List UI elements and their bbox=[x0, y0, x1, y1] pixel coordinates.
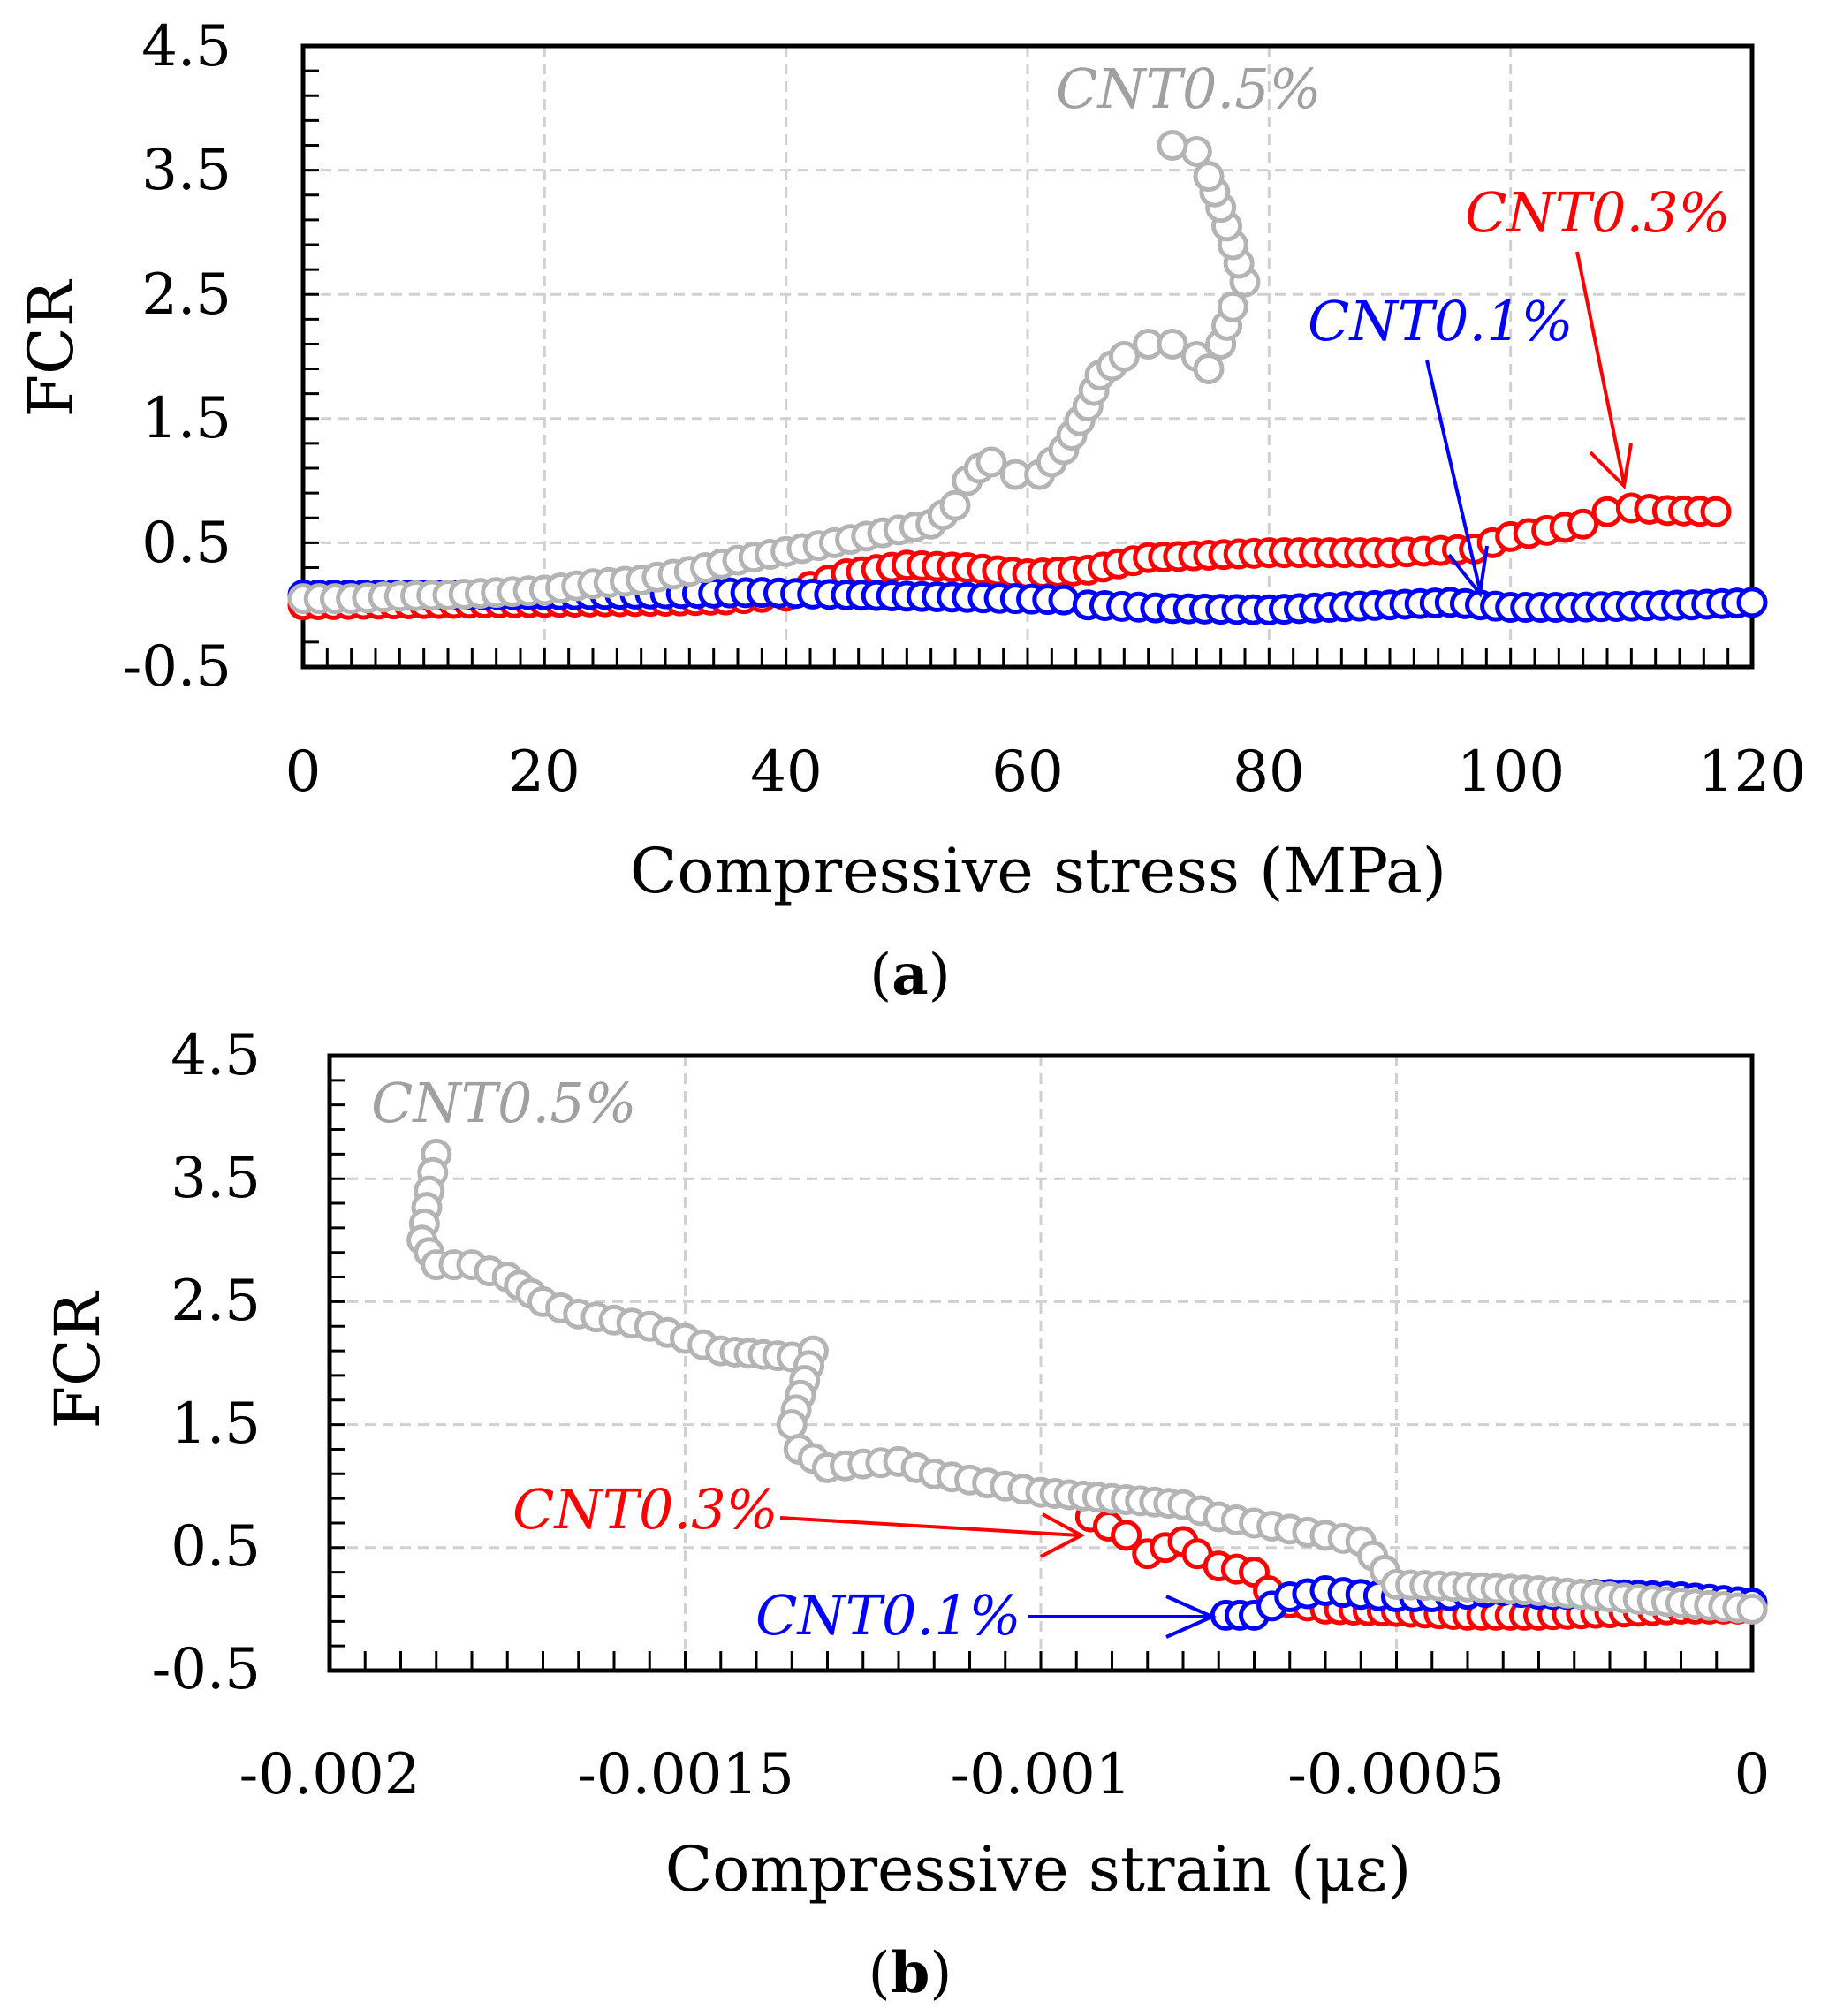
annotation-arrowhead-cnt03-a bbox=[1589, 443, 1633, 490]
data-point bbox=[776, 1409, 808, 1441]
annotation-arrowhead-cnt01-b bbox=[1165, 1595, 1217, 1639]
y-axis-title-a: FCR bbox=[15, 278, 87, 417]
annotation-cnt01-a: CNT0.1% bbox=[1308, 289, 1574, 353]
x-tick-label: 100 bbox=[1457, 739, 1565, 805]
annotation-cnt01-b: CNT0.1% bbox=[755, 1583, 1021, 1648]
data-point bbox=[1108, 341, 1140, 372]
panel-b: -0.002 -0.0015 -0.001 -0.0005 0 -0.5 0.5… bbox=[42, 1023, 1770, 2006]
x-tick-label: -0.0005 bbox=[1287, 1742, 1505, 1808]
y-tick-label: 0.5 bbox=[141, 511, 231, 576]
annotation-arrow-cnt01-a bbox=[1425, 360, 1482, 591]
x-tick-label: 0 bbox=[1734, 1742, 1771, 1808]
panel-a: 0 20 40 60 80 100 120 -0.5 0.5 1.5 2.5 3… bbox=[15, 14, 1806, 1008]
annotation-cnt05-a: CNT0.5% bbox=[1056, 57, 1322, 121]
x-axis-title-b: Compressive strain (με) bbox=[665, 1833, 1412, 1906]
data-point bbox=[1193, 161, 1225, 193]
data-point bbox=[1567, 508, 1599, 540]
y-tick-label: 2.5 bbox=[141, 262, 231, 328]
y-tick-label: 0.5 bbox=[171, 1514, 261, 1580]
x-tick-label: 60 bbox=[991, 739, 1063, 805]
data-point bbox=[1217, 291, 1248, 322]
y-axis-title-b: FCR bbox=[42, 1290, 114, 1429]
data-point bbox=[1048, 584, 1080, 616]
y-tick-label: 3.5 bbox=[171, 1146, 261, 1211]
data-point bbox=[1157, 328, 1188, 360]
annotation-cnt03-a: CNT0.3% bbox=[1465, 180, 1731, 245]
x-tick-label: -0.0015 bbox=[577, 1742, 794, 1808]
panel-letter-a: a bbox=[892, 942, 928, 1008]
panel-label-b: (b) bbox=[869, 1940, 952, 2006]
data-point bbox=[1736, 1593, 1768, 1625]
x-axis-title-a: Compressive stress (MPa) bbox=[630, 835, 1446, 907]
data-point bbox=[975, 446, 1007, 478]
annotation-arrowhead-cnt03-b bbox=[1040, 1512, 1086, 1558]
series-cnt05 bbox=[406, 1138, 1768, 1625]
data-point bbox=[1157, 129, 1188, 161]
x-tick-label: 40 bbox=[750, 739, 822, 805]
x-tick-label: -0.002 bbox=[239, 1742, 421, 1808]
data-point bbox=[939, 489, 971, 521]
x-tick-label: 20 bbox=[508, 739, 580, 805]
annotation-cnt05-b: CNT0.5% bbox=[371, 1071, 637, 1135]
data-point bbox=[1193, 353, 1225, 385]
x-tick-label: 0 bbox=[285, 739, 322, 805]
panel-label-a: (a) bbox=[869, 942, 950, 1008]
annotation-arrow-cnt03-a bbox=[1575, 251, 1626, 484]
y-tick-label: -0.5 bbox=[123, 634, 231, 700]
series-a bbox=[287, 129, 1768, 625]
series-b bbox=[406, 1138, 1768, 1631]
x-tick-label: 120 bbox=[1698, 739, 1806, 805]
y-tick-label: 3.5 bbox=[141, 138, 231, 203]
data-point bbox=[1736, 587, 1768, 618]
annotation-cnt03-b: CNT0.3% bbox=[512, 1477, 778, 1542]
minor-ticks-b bbox=[330, 1079, 1719, 1671]
y-tick-label: 1.5 bbox=[141, 386, 231, 451]
series-cnt05 bbox=[287, 129, 1261, 615]
y-tick-label: 4.5 bbox=[171, 1023, 261, 1088]
annotation-arrowhead-cnt01-a bbox=[1447, 545, 1489, 598]
data-point bbox=[1700, 496, 1732, 527]
x-tick-label: -0.001 bbox=[951, 1742, 1132, 1808]
y-tick-label: 2.5 bbox=[171, 1269, 261, 1334]
grid-b bbox=[330, 1056, 1752, 1671]
y-tick-label: 4.5 bbox=[141, 14, 231, 80]
y-tick-label: 1.5 bbox=[171, 1391, 261, 1457]
minor-ticks-a bbox=[303, 69, 1730, 667]
annotation-arrow-cnt03-b bbox=[779, 1516, 1081, 1537]
data-point bbox=[1111, 1520, 1142, 1551]
y-tick-label: -0.5 bbox=[152, 1637, 261, 1702]
x-tick-label: 80 bbox=[1233, 739, 1304, 805]
panel-letter-b: b bbox=[891, 1940, 930, 2006]
